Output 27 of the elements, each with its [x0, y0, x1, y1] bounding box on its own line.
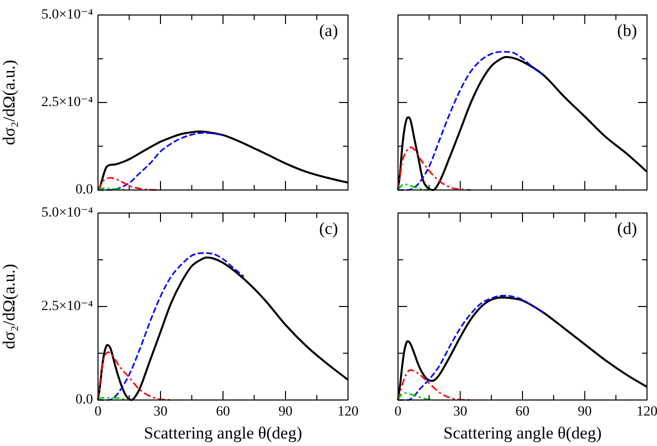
annotation: (a): [319, 20, 338, 40]
x-tick-label: 90: [278, 404, 292, 420]
x-tick-label: 120: [636, 404, 657, 420]
x-axis-title: Scattering angle θ(deg): [144, 423, 302, 442]
y-tick-label: 5.0×10⁻⁴: [41, 206, 94, 221]
x-tick-label: 30: [154, 404, 168, 420]
x-axis-title: Scattering angle θ(deg): [443, 423, 602, 442]
line-series: [97, 351, 172, 401]
y-tick-label: 0.0: [76, 392, 93, 408]
y-tick-label: 2.5×10⁻⁴: [41, 299, 94, 314]
x-tick-label: 0: [94, 404, 102, 420]
line-series: [97, 252, 245, 401]
y-axis-title: dσ₂/dΩ(a.u.): [0, 60, 19, 146]
x-tick-label: 90: [578, 404, 592, 420]
x-tick-label: 60: [516, 404, 530, 420]
x-tick-label: 120: [338, 404, 358, 420]
y-tick-label: 2.5×10⁻⁴: [41, 95, 94, 110]
y-tick-label: 0.0: [76, 182, 93, 198]
line-series: [97, 176, 162, 191]
x-tick-label: 0: [394, 404, 402, 420]
annotation: (c): [319, 218, 338, 238]
annotation: (b): [617, 20, 637, 40]
annotation: (d): [617, 218, 637, 238]
y-axis-title: dσ₂/dΩ(a.u.): [0, 264, 19, 350]
y-tick-label: 5.0×10⁻⁴: [41, 8, 94, 23]
x-tick-label: 30: [453, 404, 468, 420]
x-tick-label: 60: [216, 404, 230, 420]
